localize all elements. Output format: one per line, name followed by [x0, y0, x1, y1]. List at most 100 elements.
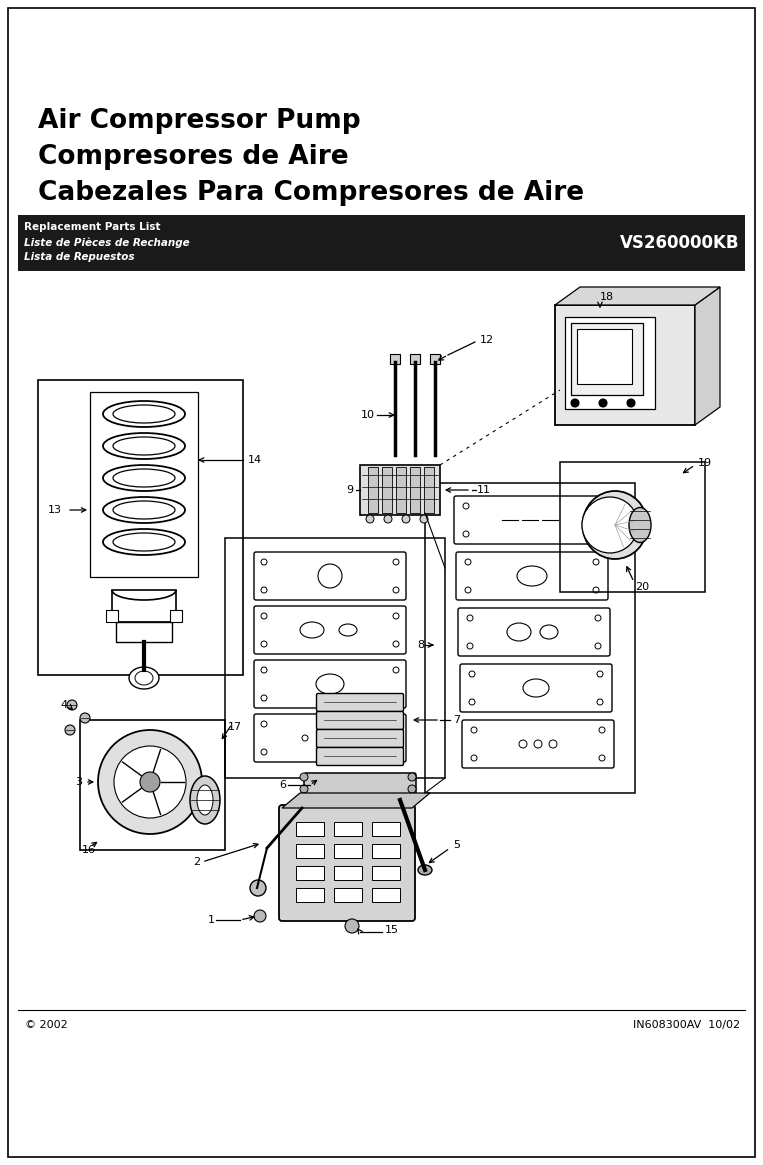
FancyBboxPatch shape [317, 729, 404, 748]
Text: 1: 1 [208, 915, 215, 925]
Bar [565, 317, 655, 409]
FancyBboxPatch shape [317, 748, 404, 765]
Bar [116, 622, 172, 642]
Circle shape [345, 919, 359, 933]
Circle shape [408, 774, 416, 781]
FancyBboxPatch shape [279, 805, 415, 922]
Bar [372, 822, 400, 836]
FancyBboxPatch shape [456, 552, 608, 600]
Bar [396, 467, 406, 513]
Ellipse shape [190, 776, 220, 824]
Text: Cabezales Para Compresores de Aire: Cabezales Para Compresores de Aire [38, 181, 584, 206]
FancyBboxPatch shape [254, 606, 406, 654]
Bar [571, 323, 643, 395]
Circle shape [599, 398, 607, 407]
Text: Replacement Parts List: Replacement Parts List [24, 223, 160, 232]
Text: Liste de Pièces de Rechange: Liste de Pièces de Rechange [24, 236, 190, 247]
FancyBboxPatch shape [317, 712, 404, 729]
Circle shape [80, 713, 90, 723]
Bar [334, 843, 362, 857]
Bar [106, 610, 118, 622]
Circle shape [65, 725, 75, 735]
Text: 3: 3 [75, 777, 82, 788]
Bar [296, 843, 324, 857]
Text: Lista de Repuestos: Lista de Repuestos [24, 252, 134, 262]
Bar [410, 354, 420, 363]
Ellipse shape [129, 668, 159, 689]
Text: 6: 6 [279, 781, 286, 790]
Text: 10: 10 [361, 410, 375, 421]
Text: VS260000KB: VS260000KB [620, 234, 739, 252]
Circle shape [114, 746, 186, 818]
Bar [296, 822, 324, 836]
Text: 8: 8 [417, 640, 424, 650]
Ellipse shape [418, 864, 432, 875]
Polygon shape [695, 287, 720, 425]
Text: © 2002: © 2002 [25, 1021, 68, 1030]
FancyBboxPatch shape [254, 552, 406, 600]
Ellipse shape [629, 508, 651, 543]
Bar [18, 216, 745, 271]
Text: 13: 13 [48, 504, 62, 515]
Text: 16: 16 [82, 845, 96, 855]
Circle shape [582, 497, 638, 553]
Circle shape [250, 880, 266, 896]
Text: 11: 11 [477, 485, 491, 495]
Text: 9: 9 [346, 485, 353, 495]
Bar [372, 866, 400, 880]
FancyBboxPatch shape [458, 608, 610, 656]
FancyBboxPatch shape [460, 664, 612, 712]
Circle shape [571, 398, 579, 407]
Bar [555, 305, 695, 425]
Bar [296, 888, 324, 902]
Bar [360, 465, 440, 515]
Bar [80, 720, 225, 850]
Circle shape [384, 515, 392, 523]
FancyBboxPatch shape [454, 496, 606, 544]
FancyBboxPatch shape [254, 661, 406, 708]
Circle shape [254, 910, 266, 922]
Text: 14: 14 [248, 456, 262, 465]
FancyBboxPatch shape [254, 714, 406, 762]
Text: 2: 2 [193, 857, 200, 867]
Bar [390, 354, 400, 363]
Text: 17: 17 [228, 722, 242, 732]
Bar [424, 467, 434, 513]
Bar [577, 329, 632, 384]
Bar [296, 866, 324, 880]
Circle shape [300, 785, 308, 793]
FancyBboxPatch shape [462, 720, 614, 768]
Polygon shape [555, 287, 720, 305]
Bar [430, 354, 440, 363]
Bar [112, 589, 176, 622]
Circle shape [140, 772, 160, 792]
Ellipse shape [197, 785, 213, 815]
Bar [425, 483, 635, 793]
Text: 7: 7 [453, 715, 460, 725]
Circle shape [408, 785, 416, 793]
Text: 5: 5 [453, 840, 460, 850]
Text: Air Compressor Pump: Air Compressor Pump [38, 108, 361, 134]
Circle shape [627, 398, 635, 407]
Text: 12: 12 [480, 336, 494, 345]
Bar [38, 380, 243, 675]
Text: 19: 19 [698, 458, 712, 468]
Circle shape [98, 730, 202, 834]
Bar [382, 467, 392, 513]
Text: 18: 18 [600, 292, 614, 302]
Ellipse shape [582, 490, 648, 559]
Polygon shape [282, 793, 430, 809]
Bar [372, 843, 400, 857]
Text: 15: 15 [385, 925, 399, 935]
Text: 20: 20 [635, 582, 649, 592]
Bar [372, 888, 400, 902]
Circle shape [67, 700, 77, 709]
Bar [170, 610, 182, 622]
Circle shape [420, 515, 428, 523]
Ellipse shape [394, 796, 406, 804]
Circle shape [402, 515, 410, 523]
Circle shape [366, 515, 374, 523]
Bar [334, 888, 362, 902]
Bar [368, 467, 378, 513]
Text: IN608300AV  10/02: IN608300AV 10/02 [633, 1021, 740, 1030]
